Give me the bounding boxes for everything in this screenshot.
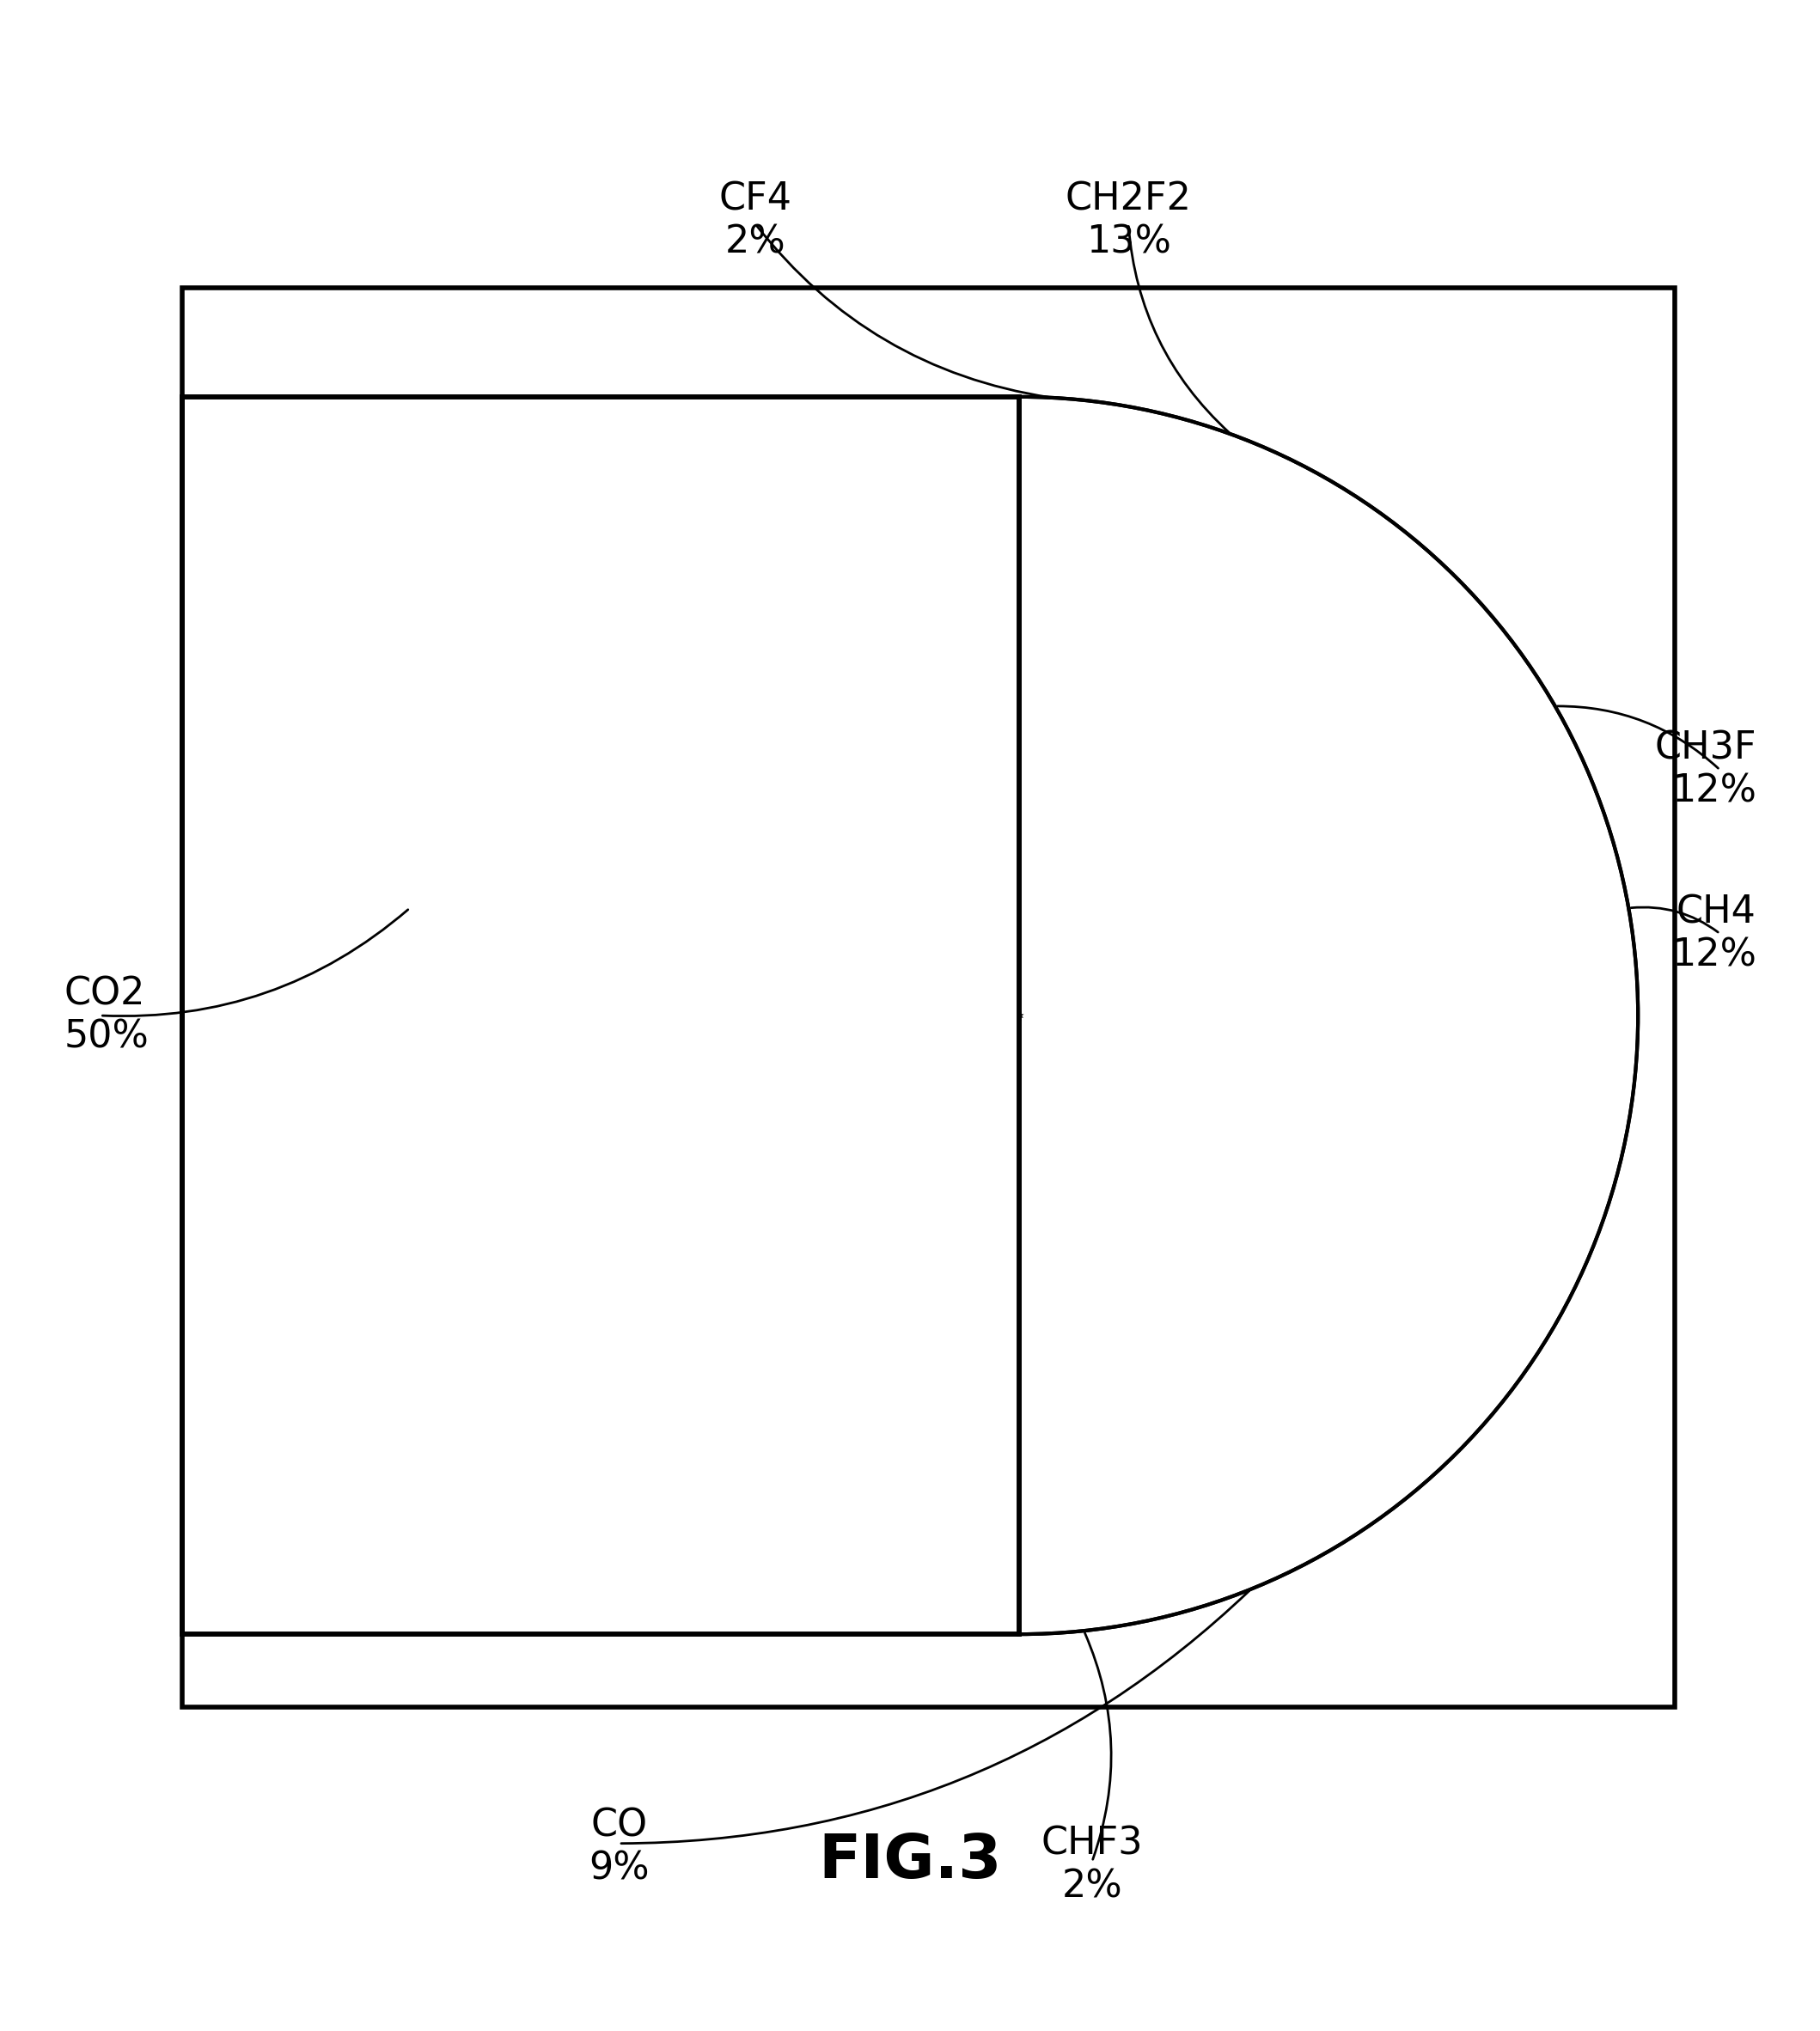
Text: CH3F
12%: CH3F 12% <box>1654 729 1756 810</box>
Text: CH4
12%: CH4 12% <box>1671 894 1756 973</box>
Wedge shape <box>941 1016 1019 1635</box>
Wedge shape <box>1019 396 1638 1635</box>
Bar <box>182 288 1674 1706</box>
Wedge shape <box>406 538 1019 1016</box>
Wedge shape <box>941 396 1019 1016</box>
Text: CF4
2%: CF4 2% <box>719 181 792 260</box>
Text: FIG.3: FIG.3 <box>819 1832 1001 1891</box>
Bar <box>182 396 1019 1635</box>
Wedge shape <box>519 1016 1019 1629</box>
Text: CO
9%: CO 9% <box>588 1808 650 1887</box>
Text: CO2
50%: CO2 50% <box>64 975 149 1056</box>
Text: CHF3
2%: CHF3 2% <box>1041 1826 1143 1905</box>
Wedge shape <box>624 402 1019 1016</box>
Wedge shape <box>400 938 1019 1379</box>
Text: CH2F2
13%: CH2F2 13% <box>1065 181 1192 260</box>
